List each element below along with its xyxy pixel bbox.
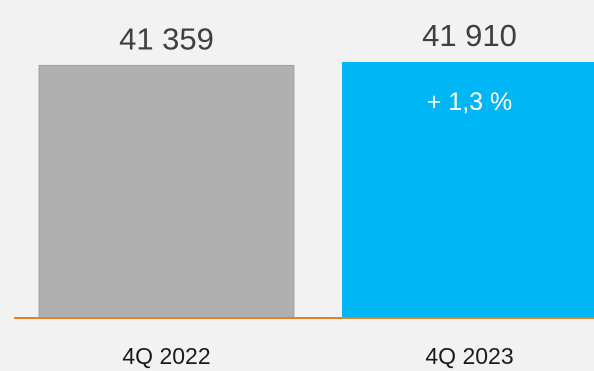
bars-group xyxy=(38,62,594,319)
bar-4q-2023 xyxy=(342,62,594,318)
category-label-4q-2023: 4Q 2023 xyxy=(425,343,513,369)
value-label-4q-2023: 41 910 xyxy=(422,18,517,53)
bar-4q-2022 xyxy=(38,64,295,319)
value-label-4q-2022: 41 359 xyxy=(119,21,214,56)
change-annotation: + 1,3 % xyxy=(427,88,512,116)
category-label-4q-2022: 4Q 2022 xyxy=(122,343,210,369)
